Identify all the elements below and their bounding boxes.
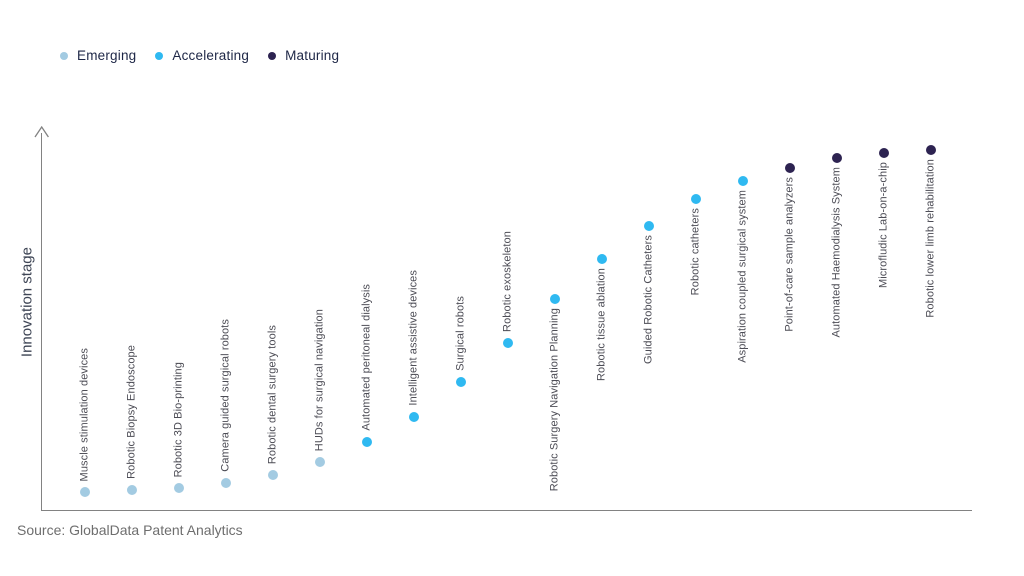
data-point-dot (644, 221, 654, 231)
data-point-dot (879, 148, 889, 158)
data-point-label: Robotic Surgery Navigation Planning (548, 308, 561, 492)
data-point-label: Automated peritoneal dialysis (360, 284, 373, 431)
data-point-dot (456, 377, 466, 387)
y-axis-title: Innovation stage (18, 247, 36, 358)
data-point-label: HUDs for surgical navigation (313, 308, 326, 451)
data-point-dot (221, 478, 231, 488)
data-point-dot (362, 437, 372, 447)
data-point-dot (127, 485, 137, 495)
legend: Emerging Accelerating Maturing (60, 48, 339, 63)
data-point-dot (550, 294, 560, 304)
data-point-label: Robotic 3D Bio-printing (172, 361, 185, 477)
legend-label-maturing: Maturing (285, 48, 340, 63)
emerging-dot-icon (60, 51, 68, 60)
data-point-label: Robotic exoskeleton (501, 231, 514, 332)
x-axis-line (41, 509, 972, 512)
data-point-label: Point-of-care sample analyzers (783, 177, 796, 332)
data-point-label: Robotic catheters (689, 208, 702, 296)
y-axis-arrowhead-icon (34, 126, 49, 138)
data-point-label: Robotic Biopsy Endoscope (125, 345, 138, 479)
y-axis-line (41, 133, 43, 510)
source-note: Source: GlobalData Patent Analytics (17, 522, 243, 538)
data-point-label: Muscle stimulation devices (78, 347, 91, 481)
data-point-label: Robotic lower limb rehabilitation (924, 159, 937, 318)
legend-label-emerging: Emerging (77, 48, 137, 63)
legend-item-maturing: Maturing (268, 48, 339, 63)
data-point-dot (503, 338, 513, 348)
data-point-label: Surgical robots (454, 296, 467, 371)
legend-item-emerging: Emerging (60, 48, 136, 63)
data-point-dot (268, 470, 278, 480)
data-point-dot (785, 163, 795, 173)
data-point-dot (315, 457, 325, 467)
data-point-dot (174, 483, 184, 493)
data-point-label: Robotic dental surgery tools (266, 324, 279, 464)
data-point-label: Guided Robotic Catheters (642, 235, 655, 364)
data-point-dot (832, 153, 842, 163)
data-point-dot (691, 194, 701, 204)
data-point-label: Aspiration coupled surgical system (736, 190, 749, 363)
data-point-label: Automated Haemodialysis System (830, 167, 843, 338)
data-point-dot (738, 176, 748, 186)
legend-label-accelerating: Accelerating (172, 48, 250, 63)
data-point-label: Robotic tissue ablation (595, 268, 608, 381)
accelerating-dot-icon (155, 51, 164, 60)
data-point-dot (597, 254, 607, 264)
data-point-dot (926, 145, 936, 155)
data-point-label: Microfludic Lab-on-a-chip (877, 162, 890, 288)
data-point-dot (409, 412, 419, 422)
data-point-label: Intelligent assistive devices (407, 270, 420, 406)
data-point-label: Camera guided surgical robots (219, 319, 232, 472)
maturing-dot-icon (268, 51, 277, 60)
legend-item-accelerating: Accelerating (155, 48, 249, 63)
data-point-dot (80, 487, 90, 497)
